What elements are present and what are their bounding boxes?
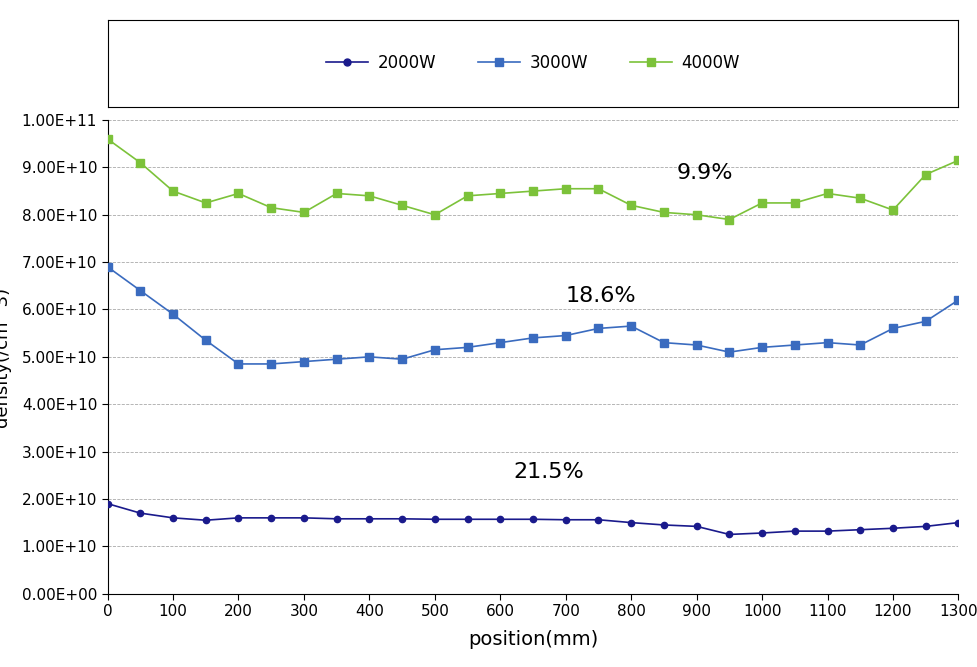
3000W: [559, 331, 571, 340]
4000W: [854, 194, 866, 202]
2000W: [461, 516, 473, 524]
3000W: [102, 263, 113, 271]
3000W: [821, 339, 832, 347]
4000W: [755, 199, 767, 207]
3000W: [330, 356, 342, 364]
2000W: [559, 516, 571, 524]
Text: 18.6%: 18.6%: [565, 286, 636, 306]
3000W: [755, 344, 767, 352]
4000W: [690, 211, 701, 219]
3000W: [592, 324, 604, 332]
3000W: [429, 346, 441, 354]
3000W: [199, 336, 211, 344]
4000W: [559, 185, 571, 193]
3000W: [265, 360, 276, 368]
4000W: [494, 189, 506, 197]
2000W: [330, 515, 342, 523]
4000W: [723, 215, 735, 223]
Line: 3000W: 3000W: [104, 263, 961, 368]
3000W: [690, 341, 701, 349]
2000W: [592, 516, 604, 524]
3000W: [624, 322, 636, 330]
2000W: [102, 500, 113, 508]
4000W: [363, 192, 375, 200]
2000W: [265, 514, 276, 522]
4000W: [461, 192, 473, 200]
2000W: [723, 530, 735, 538]
3000W: [952, 296, 963, 304]
4000W: [919, 171, 931, 179]
4000W: [429, 211, 441, 219]
3000W: [461, 344, 473, 352]
3000W: [298, 358, 310, 366]
3000W: [854, 341, 866, 349]
4000W: [330, 189, 342, 197]
4000W: [821, 189, 832, 197]
3000W: [134, 287, 146, 295]
2000W: [167, 514, 179, 522]
2000W: [886, 524, 898, 532]
3000W: [723, 348, 735, 356]
2000W: [952, 519, 963, 527]
2000W: [396, 515, 407, 523]
2000W: [919, 522, 931, 530]
3000W: [494, 339, 506, 347]
4000W: [265, 203, 276, 211]
4000W: [624, 201, 636, 209]
4000W: [134, 159, 146, 167]
3000W: [788, 341, 800, 349]
2000W: [494, 516, 506, 524]
4000W: [658, 208, 669, 216]
Text: 9.9%: 9.9%: [676, 163, 733, 183]
Line: 4000W: 4000W: [104, 135, 961, 223]
3000W: [919, 317, 931, 325]
X-axis label: position(mm): position(mm): [467, 630, 598, 649]
4000W: [592, 185, 604, 193]
2000W: [821, 527, 832, 535]
2000W: [854, 526, 866, 534]
2000W: [658, 521, 669, 529]
2000W: [233, 514, 244, 522]
3000W: [886, 324, 898, 332]
Text: 21.5%: 21.5%: [513, 462, 583, 482]
4000W: [102, 135, 113, 143]
2000W: [363, 515, 375, 523]
4000W: [788, 199, 800, 207]
Line: 2000W: 2000W: [105, 500, 960, 538]
2000W: [690, 522, 701, 530]
Legend: 2000W, 3000W, 4000W: 2000W, 3000W, 4000W: [318, 46, 747, 81]
2000W: [755, 529, 767, 537]
3000W: [396, 356, 407, 364]
3000W: [658, 339, 669, 347]
3000W: [233, 360, 244, 368]
4000W: [886, 206, 898, 214]
2000W: [199, 516, 211, 524]
4000W: [233, 189, 244, 197]
4000W: [298, 208, 310, 216]
4000W: [396, 201, 407, 209]
4000W: [527, 187, 538, 195]
2000W: [527, 516, 538, 524]
2000W: [429, 516, 441, 524]
4000W: [199, 199, 211, 207]
4000W: [952, 156, 963, 164]
3000W: [167, 310, 179, 318]
2000W: [298, 514, 310, 522]
3000W: [527, 334, 538, 342]
2000W: [624, 519, 636, 527]
3000W: [363, 353, 375, 361]
4000W: [167, 187, 179, 195]
Y-axis label: density(/cm^3): density(/cm^3): [0, 287, 11, 427]
2000W: [134, 509, 146, 517]
2000W: [788, 527, 800, 535]
